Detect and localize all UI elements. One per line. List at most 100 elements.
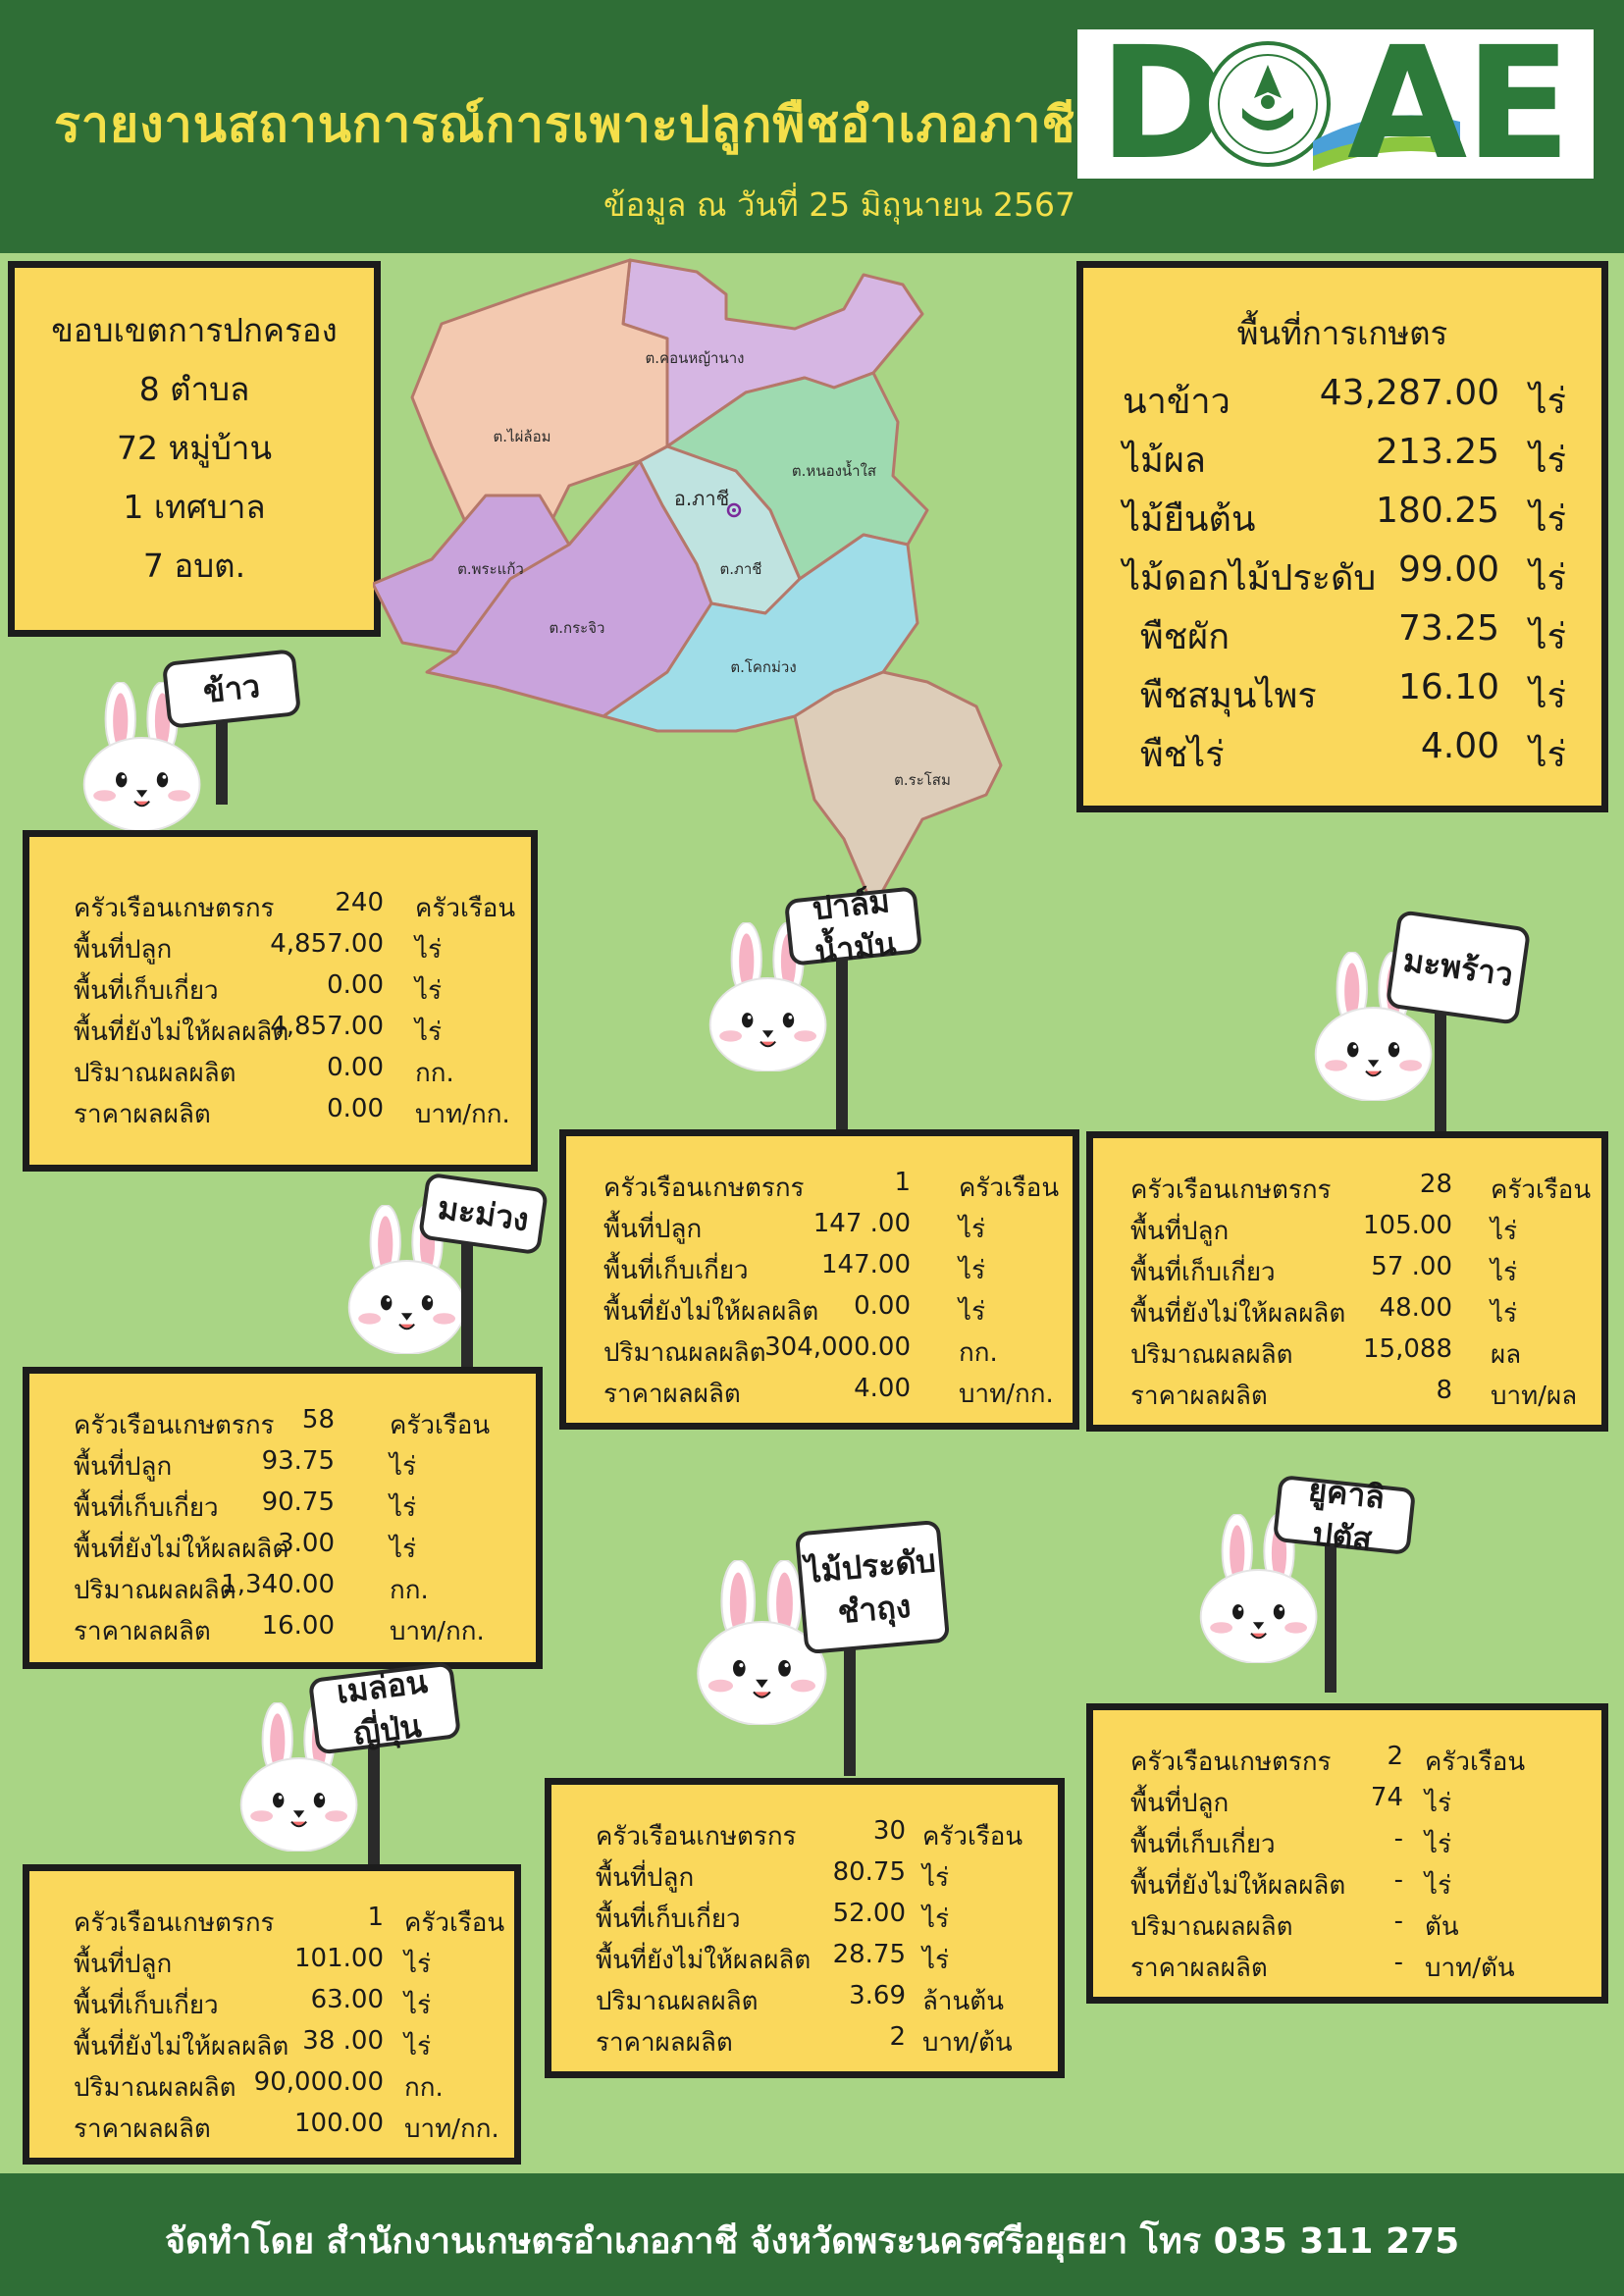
- crop-stat-value: 28: [1419, 1170, 1452, 1199]
- crop-stat-unit: บาท/ตัน: [1425, 1954, 1515, 1983]
- agri-area-value: 99.00: [1397, 549, 1499, 590]
- crop-stat-label: ครัวเรือนเกษตรกร: [1130, 1175, 1332, 1205]
- crop-stat-value: 8: [1436, 1376, 1452, 1405]
- crop-stat-unit: ครัวเรือน: [922, 1822, 1023, 1852]
- admin-title: ขอบเขตการปกครอง: [51, 311, 338, 349]
- crop-stat-unit: ครัวเรือน: [415, 894, 516, 923]
- crop-stat-label: ราคาผลผลิต: [603, 1380, 741, 1409]
- rabbit-mascot-palm: [705, 921, 835, 1075]
- crop-stat-label: ราคาผลผลิต: [74, 1100, 211, 1129]
- crop-stat-label: ปริมาณผลผลิต: [74, 2073, 236, 2103]
- crop-stat-value: 16.00: [261, 1611, 335, 1641]
- crop-stat-value: 1,340.00: [221, 1570, 335, 1599]
- crop-stat-row: ราคาผลผลิต 2 บาท/ต้น: [551, 2018, 1058, 2060]
- crop-stat-label: ครัวเรือนเกษตรกร: [74, 894, 275, 923]
- crop-stat-unit: กก.: [390, 1576, 429, 1605]
- map-region-khok-muang: [602, 533, 919, 733]
- map-label-rasom: ต.ระโสม: [894, 771, 951, 789]
- crop-stat-value: -: [1393, 1948, 1403, 1977]
- agri-area-value: 16.10: [1397, 667, 1499, 707]
- agri-area-rows: นาข้าว 43,287.00 ไร่ ไม้ผล 213.25 ไร่ ไม้ยืนต้…: [1083, 365, 1601, 777]
- crop-stat-value: 15,088: [1363, 1334, 1452, 1364]
- crop-stat-row: พื้นที่ยังไม่ให้ผลผลิต 38 .00 ไร่: [29, 2022, 514, 2063]
- crop-stat-row: พื้นที่ยังไม่ให้ผลผลิต 28.75 ไร่: [551, 1936, 1058, 1977]
- map-label-phai-lom: ต.ไผ่ล้อม: [494, 428, 551, 445]
- map-label-krachio: ต.กระจิว: [550, 619, 605, 637]
- crop-stat-row: ราคาผลผลิต 0.00 บาท/กก.: [29, 1090, 531, 1131]
- crop-stat-value: -: [1393, 1865, 1403, 1895]
- map-region-krachio: [425, 459, 713, 718]
- crop-stat-label: ราคาผลผลิต: [74, 1617, 211, 1646]
- crop-stat-value: 1: [894, 1168, 911, 1197]
- agri-area-box: พื้นที่การเกษตร นาข้าว 43,287.00 ไร่ ไม้ผล 2…: [1076, 261, 1608, 812]
- crop-box-mango: ครัวเรือนเกษตรกร 58 ครัวเรือน พื้นที่ปลูก 93…: [23, 1367, 543, 1669]
- map-label-khon-ya-nang: ต.คอนหญ้านาง: [646, 349, 745, 367]
- agri-area-row: ไม้ยืนต้น 180.25 ไร่: [1083, 483, 1601, 542]
- crop-stat-value: 57 .00: [1371, 1252, 1452, 1281]
- crop-stat-unit: ครัวเรือน: [959, 1174, 1060, 1203]
- crop-stat-label: พื้นที่เก็บเกี่ยว: [603, 1256, 749, 1285]
- crop-stat-value: 90,000.00: [253, 2067, 384, 2097]
- admin-line-villages: 72 หมู่บ้าน: [116, 429, 273, 467]
- agri-area-name: ไม้ผล: [1123, 441, 1206, 481]
- crop-stat-unit: ไร่: [1425, 1830, 1452, 1859]
- crop-stat-label: ราคาผลผลิต: [1130, 1954, 1268, 1983]
- crop-stat-value: 304,000.00: [764, 1332, 911, 1362]
- crop-stat-label: พื้นที่เก็บเกี่ยว: [74, 1991, 219, 2020]
- agri-area-row: พืชไร่ 4.00 ไร่: [1083, 718, 1601, 777]
- agri-area-value: 43,287.00: [1319, 373, 1499, 413]
- agri-area-row: นาข้าว 43,287.00 ไร่: [1083, 365, 1601, 424]
- crop-stat-label: พื้นที่เก็บเกี่ยว: [74, 976, 219, 1006]
- crop-stat-value: 80.75: [832, 1857, 906, 1887]
- agri-area-name: นาข้าว: [1123, 382, 1231, 422]
- crop-stat-row: พื้นที่ยังไม่ให้ผลผลิต 3.00 ไร่: [29, 1525, 536, 1566]
- crop-stat-label: ปริมาณผลผลิต: [603, 1338, 766, 1368]
- crop-stat-label: พื้นที่ปลูก: [1130, 1789, 1230, 1818]
- crop-stat-label: พื้นที่ยังไม่ให้ผลผลิต: [603, 1297, 819, 1327]
- crop-stat-unit: ไร่: [1491, 1217, 1518, 1246]
- crop-stat-row: พื้นที่เก็บเกี่ยว 63.00 ไร่: [29, 1981, 514, 2022]
- crop-stat-label: พื้นที่ยังไม่ให้ผลผลิต: [1130, 1871, 1346, 1901]
- crop-stat-row: ปริมาณผลผลิต - ตัน: [1093, 1903, 1601, 1944]
- crop-stat-row: ปริมาณผลผลิต 1,340.00 กก.: [29, 1566, 536, 1607]
- crop-stat-unit: ไร่: [404, 2032, 432, 2061]
- crop-stat-value: 48.00: [1379, 1293, 1452, 1323]
- crop-stat-row: ปริมาณผลผลิต 90,000.00 กก.: [29, 2063, 514, 2105]
- crop-stat-row: พื้นที่ยังไม่ให้ผลผลิต 4,857.00 ไร่: [29, 1008, 531, 1049]
- crop-stat-unit: ครัวเรือน: [1425, 1748, 1526, 1777]
- crop-stat-row: ราคาผลผลิต 4.00 บาท/กก.: [566, 1370, 1073, 1411]
- crop-stat-value: 4,857.00: [270, 929, 384, 959]
- crop-stat-value: 2: [1387, 1742, 1403, 1771]
- district-office-icon: [726, 502, 742, 518]
- crop-stat-unit: บาท/ผล: [1491, 1382, 1578, 1411]
- agri-area-value: 4.00: [1420, 726, 1499, 766]
- crop-stat-label: ปริมาณผลผลิต: [1130, 1340, 1293, 1370]
- rabbit-mascot-icon: [708, 921, 827, 1072]
- crop-stat-label: ปริมาณผลผลิต: [74, 1576, 236, 1605]
- crop-stat-unit: ไร่: [922, 1946, 950, 1975]
- crop-stat-row: พื้นที่เก็บเกี่ยว 90.75 ไร่: [29, 1484, 536, 1525]
- crop-box-eucalyptus: ครัวเรือนเกษตรกร 2 ครัวเรือน พื้นที่ปลูก 74 ไ…: [1086, 1703, 1608, 2004]
- crop-stat-row: พื้นที่ปลูก 105.00 ไร่: [1093, 1207, 1601, 1248]
- crop-stat-row: พื้นที่ยังไม่ให้ผลผลิต 48.00 ไร่: [1093, 1289, 1601, 1331]
- crop-stat-value: 4,857.00: [270, 1012, 384, 1041]
- crop-stat-row: พื้นที่เก็บเกี่ยว 147.00 ไร่: [566, 1246, 1073, 1287]
- crop-stat-value: 2: [889, 2022, 906, 2052]
- crop-stat-label: พื้นที่ปลูก: [596, 1863, 695, 1893]
- crop-stat-row: พื้นที่ปลูก 101.00 ไร่: [29, 1940, 514, 1981]
- crop-box-ornamental: ครัวเรือนเกษตรกร 30 ครัวเรือน พื้นที่ปลูก 80…: [545, 1778, 1065, 2078]
- crop-stat-row: ปริมาณผลผลิต 0.00 กก.: [29, 1049, 531, 1090]
- crop-sign-eucalyptus: ยูคาลิปตัส: [1272, 1471, 1417, 1558]
- map-center-label: อ.ภาชี: [674, 487, 729, 510]
- map-label-phachi: ต.ภาชี: [719, 560, 761, 578]
- crop-box-palm: ครัวเรือนเกษตรกร 1 ครัวเรือน พื้นที่ปลูก 147…: [559, 1129, 1079, 1430]
- crop-stat-unit: กก.: [959, 1338, 998, 1368]
- crop-stat-value: 1: [367, 1903, 384, 1932]
- footer-credit: จัดทำโดย สำนักงานเกษตรอำเภอภาชี จังหวัดพ…: [164, 2221, 1460, 2262]
- rabbit-mascot-coconut: [1310, 951, 1441, 1105]
- crop-stat-unit: ไร่: [415, 976, 443, 1006]
- crop-stat-unit: บาท/ต้น: [922, 2028, 1013, 2058]
- crop-stat-label: ครัวเรือนเกษตรกร: [603, 1174, 805, 1203]
- agri-area-value: 180.25: [1376, 491, 1499, 531]
- crop-stat-unit: ไร่: [404, 1950, 432, 1979]
